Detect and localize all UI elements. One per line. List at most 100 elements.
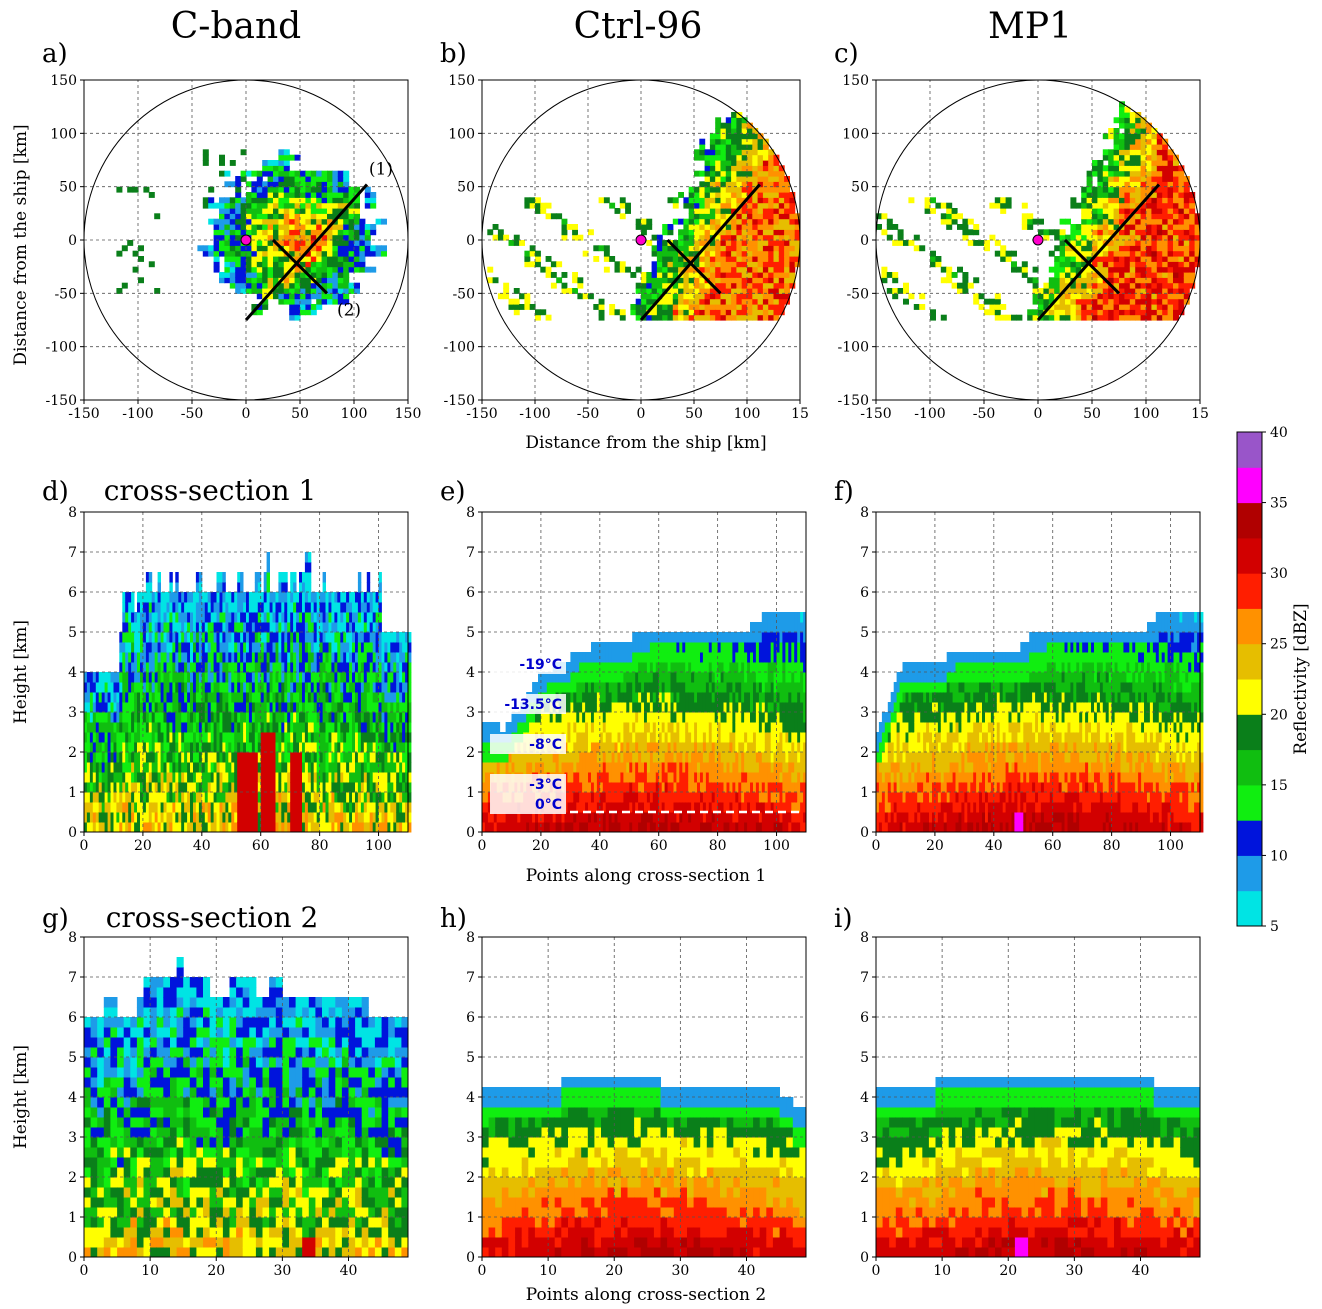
ppi-cell <box>688 234 695 241</box>
cross-section-cell <box>84 762 88 773</box>
ppi-cell <box>1156 138 1163 145</box>
cross-section-cell <box>296 812 300 823</box>
ppi-cell <box>1194 245 1200 252</box>
cross-section-cell <box>266 702 270 713</box>
ppi-cell <box>1081 250 1088 257</box>
cross-section-cell <box>260 602 265 613</box>
ppi-cell <box>741 277 748 284</box>
ppi-cell <box>1108 213 1115 220</box>
ppi-cell <box>213 250 220 257</box>
ppi-cell <box>731 218 737 225</box>
ppi-cell <box>1156 298 1163 305</box>
ppi-cell <box>545 213 552 220</box>
ppi-cell <box>1178 293 1185 300</box>
ppi-cell <box>1113 176 1120 182</box>
cross-section-cell <box>195 692 200 703</box>
cross-section-cell <box>172 652 176 663</box>
ppi-cell <box>219 277 225 284</box>
ppi-cell <box>935 202 942 209</box>
cross-section-cell <box>287 662 291 673</box>
cross-section-cell <box>157 572 161 583</box>
ppi-cell <box>757 309 764 316</box>
ppi-cell <box>1173 298 1179 305</box>
cross-section-cell <box>198 732 203 743</box>
cross-section-cell <box>313 652 318 663</box>
ppi-cell <box>235 277 242 284</box>
ppi-cell <box>267 224 274 230</box>
cross-section-cell <box>175 742 179 753</box>
ppi-cell <box>651 277 658 284</box>
cross-section-cell <box>328 682 332 693</box>
ppi-cell <box>672 288 679 294</box>
cross-section-cell <box>98 742 103 753</box>
ppi-cell <box>672 266 679 273</box>
ppi-cell <box>946 213 953 220</box>
ppi-cell <box>667 245 674 252</box>
cross-section-cell <box>193 812 197 823</box>
ppi-cell <box>1113 186 1120 193</box>
ppi-cell <box>757 160 764 166</box>
ppi-cell <box>310 261 317 268</box>
cross-section-cell <box>201 702 206 713</box>
ppi-cell <box>683 309 690 316</box>
ppi-cell <box>656 234 663 241</box>
ppi-cell <box>778 304 785 310</box>
cross-section-cell <box>175 752 179 763</box>
cross-section-cell <box>172 632 176 643</box>
cross-section-cell <box>201 662 206 673</box>
ppi-cell <box>768 218 775 225</box>
cross-section-cell <box>128 802 132 813</box>
cross-section-cell <box>163 772 167 783</box>
ppi-cell <box>267 272 274 278</box>
ppi-cell <box>773 288 780 294</box>
cross-section-cell <box>198 682 203 693</box>
ppi-cell <box>1054 261 1061 268</box>
ppi-cell <box>1119 293 1125 300</box>
ppi-cell <box>316 218 323 225</box>
ppi-cell <box>1146 208 1152 214</box>
ppi-cell <box>1065 298 1071 305</box>
ppi-cell <box>1119 218 1125 225</box>
cross-section-cell <box>275 702 279 713</box>
ppi-cell <box>289 224 296 230</box>
cross-section-cell <box>313 682 318 693</box>
ppi-cell <box>1140 176 1147 182</box>
ppi-cell <box>1135 282 1142 289</box>
cross-section-cell <box>157 802 161 813</box>
cross-section-cell <box>240 622 244 633</box>
ppi-cell <box>1113 218 1120 225</box>
ppi-cell <box>519 304 525 310</box>
ppi-cell <box>1102 165 1109 172</box>
cross-section-cell <box>169 662 173 673</box>
ppi-cell <box>1097 309 1104 316</box>
ppi-cell <box>273 293 279 300</box>
ppi-cell <box>240 272 247 278</box>
cross-section-cell <box>222 592 226 603</box>
ppi-cell <box>1075 298 1082 305</box>
ppi-cell <box>294 218 301 225</box>
cross-section-cell <box>187 672 191 683</box>
ppi-cell <box>1156 314 1163 321</box>
cross-section-cell <box>331 682 335 693</box>
cross-section-cell <box>131 732 135 743</box>
ppi-cell <box>1097 298 1104 305</box>
cross-section-cell <box>263 632 268 643</box>
cross-section-cell <box>137 752 141 763</box>
cross-section-cell <box>213 752 217 763</box>
cross-section-cell <box>304 602 309 613</box>
ppi-cell <box>229 234 236 241</box>
ppi-cell <box>332 245 339 252</box>
ppi-cell <box>251 186 258 193</box>
ppi-cell <box>240 250 247 257</box>
ppi-cell <box>1151 250 1158 257</box>
ppi-cell <box>1092 304 1098 310</box>
cross-section-cell <box>296 792 300 803</box>
cross-section-cell <box>113 672 117 683</box>
ppi-cell <box>278 224 285 230</box>
ppi-cell <box>720 272 727 278</box>
ppi-cell <box>704 282 711 289</box>
cross-section-cell <box>266 732 270 743</box>
cross-section-cell <box>272 662 276 673</box>
cross-section-cell <box>166 802 170 813</box>
cross-section-cell <box>178 742 182 753</box>
